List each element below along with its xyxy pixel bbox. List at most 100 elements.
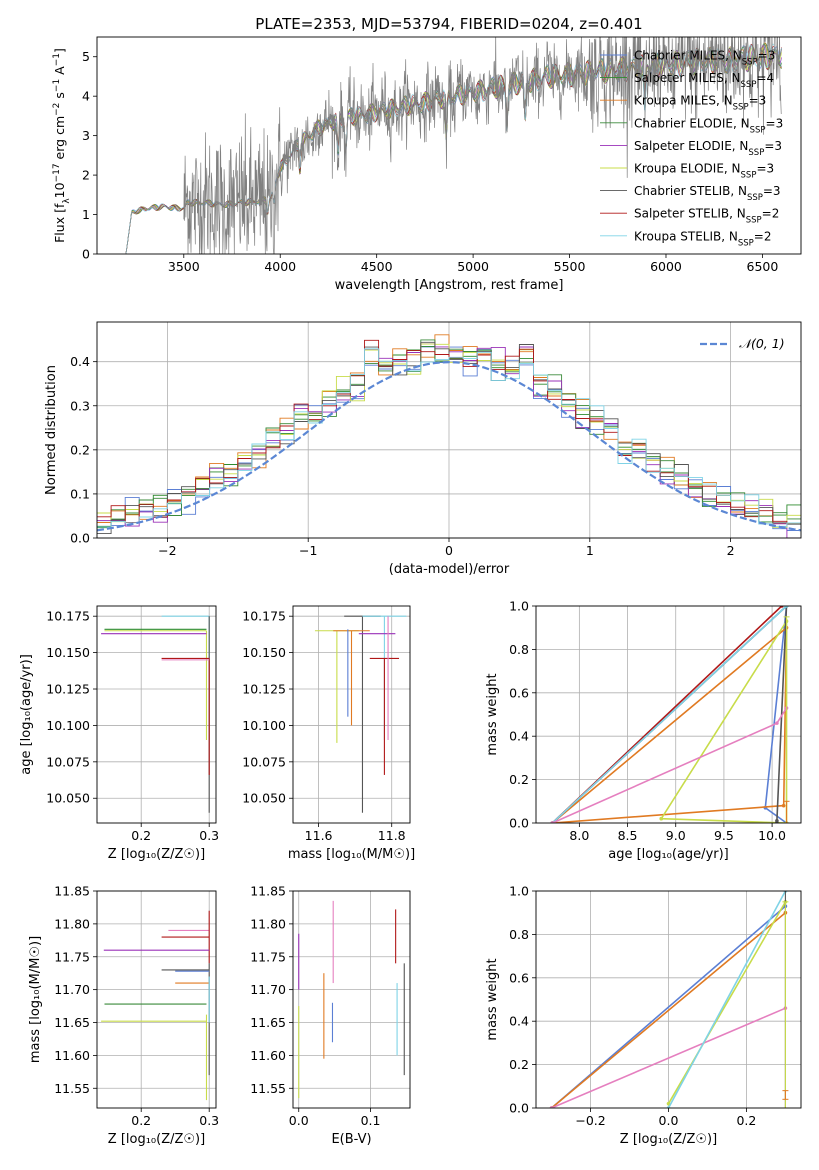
y-tick-label: 11.70 [250, 982, 286, 997]
x-tick-label: 6000 [650, 259, 682, 274]
y-tick-label: 0.2 [509, 772, 529, 787]
weight-point [666, 1101, 671, 1106]
y-tick-label: 0.6 [509, 685, 529, 700]
legend-name: Salpeter MILES, N [634, 71, 741, 85]
label-part: s [52, 92, 67, 103]
x-tick-label: 11.6 [305, 828, 333, 843]
x-axis-label: Z [log₁₀(Z/Z☉)] [108, 1132, 205, 1147]
x-tick-label: 0.2 [131, 828, 151, 843]
legend-name: Chabrier MILES, N [634, 49, 742, 63]
y-tick-label: 11.85 [250, 884, 286, 899]
plot-area [101, 910, 210, 1101]
plot-area [125, 37, 783, 254]
axes-age-vs-mass: 11.6 11.8 10.050 10.075 10.100 10.125 10.150 10… [242, 605, 415, 862]
axes-frame [96, 890, 217, 1109]
label-part: λ [62, 198, 72, 204]
x-tick-label: 4000 [264, 259, 296, 274]
weight-line [551, 625, 788, 823]
legend-name: Kroupa MILES, N [634, 94, 733, 108]
y-axis-label: Flux [fλ10−17 erg cm−2 s−1 A−1] [52, 48, 72, 243]
y-tick-label: 11.60 [250, 1048, 286, 1063]
y-tick-label: 11.80 [250, 916, 286, 931]
y-tick-label: 11.55 [54, 1081, 90, 1096]
y-tick-label: 11.70 [54, 982, 90, 997]
y-axis-label: mass weight [485, 958, 500, 1040]
x-tick-label: 3500 [168, 259, 200, 274]
x-tick-label: 8.5 [618, 828, 638, 843]
weight-line [667, 891, 787, 1108]
x-tick-label: 8.0 [569, 828, 589, 843]
x-axis-label: age [log₁₀(age/yr)] [608, 847, 729, 862]
legend-sub: SSP [746, 216, 762, 226]
label-part: ] [52, 48, 67, 53]
y-tick-label: 0.0 [509, 1101, 529, 1116]
plot-area [550, 606, 790, 823]
x-tick-label: 0.0 [289, 1113, 309, 1128]
legend-nssp: =3 [756, 162, 774, 176]
plot-area [97, 334, 801, 538]
legend-name: Kroupa STELIB, N [634, 229, 738, 243]
y-tick-label: 4 [82, 89, 90, 104]
x-tick-label: 0 [445, 543, 453, 558]
y-tick-label: 11.65 [250, 1015, 286, 1030]
y-tick-label: 0.2 [509, 1057, 529, 1072]
x-tick-label: −0.2 [575, 1113, 605, 1128]
legend-name: Salpeter STELIB, N [634, 207, 746, 221]
plot-area [101, 615, 210, 813]
y-tick-label: 1.0 [509, 884, 529, 899]
label-part: −1 [52, 79, 62, 92]
y-tick-label: 10.075 [46, 754, 90, 769]
x-axis-label: E(B-V) [331, 1132, 371, 1147]
legend-label: Chabrier MILES, NSSP=3 [634, 49, 775, 68]
x-tick-label: 9.5 [714, 828, 734, 843]
histogram-line [97, 334, 801, 525]
y-tick-label: 3 [82, 128, 90, 143]
y-tick-label: 11.60 [54, 1048, 90, 1063]
legend-sub: SSP [748, 148, 764, 158]
axes-age-vs-Z: 0.2 0.3 10.050 10.075 10.100 10.125 10.150 10.1… [19, 605, 219, 862]
legend-label: Kroupa STELIB, NSSP=2 [634, 229, 772, 248]
y-tick-label: 2 [82, 168, 90, 183]
legend-sub: SSP [747, 193, 763, 203]
y-tick-label: 0.6 [509, 970, 529, 985]
legend-sub: SSP [741, 171, 757, 181]
label-part: 10 [52, 182, 67, 198]
plot-area [314, 615, 407, 813]
plot-area [549, 891, 789, 1108]
label-part: A [52, 66, 67, 79]
legend-sub: SSP [742, 58, 758, 68]
y-tick-label: 11.80 [54, 916, 90, 931]
x-tick-label: 0.2 [736, 1113, 756, 1128]
x-tick-label: 10.0 [758, 828, 786, 843]
x-tick-label: 0.0 [659, 1113, 679, 1128]
y-tick-label: 11.65 [54, 1015, 90, 1030]
y-tick-label: 0.8 [509, 642, 529, 657]
axes-frame [292, 890, 411, 1109]
legend-name: Chabrier STELIB, N [634, 184, 747, 198]
axes-residuals: −2 −1 0 1 2 0.0 0.1 0.2 0.3 0.4 (data-model)/error… [44, 321, 802, 577]
y-tick-label: 0.4 [509, 729, 529, 744]
weight-point [781, 803, 786, 808]
legend-nssp: =3 [763, 184, 781, 198]
x-axis-label: (data-model)/error [389, 562, 510, 577]
weight-line [551, 606, 788, 823]
weight-line [551, 1007, 786, 1108]
legend-nssp: =3 [764, 139, 782, 153]
label-part: −2 [52, 103, 62, 116]
weight-point [659, 816, 664, 821]
plot-area [298, 900, 405, 1099]
x-tick-label: 5500 [554, 259, 586, 274]
label-part: Flux [f [52, 203, 67, 243]
x-tick-label: 0.2 [131, 1113, 151, 1128]
y-tick-label: 11.85 [54, 884, 90, 899]
weight-line [551, 905, 786, 1108]
axes-layer: 3500 4000 4500 5000 5500 6000 6500 0 1 2 3 4 5 wavele… [19, 36, 802, 1147]
weight-line [667, 901, 787, 1105]
histogram-line [97, 348, 801, 528]
axes-frame [292, 605, 411, 824]
y-tick-label: 10.175 [46, 609, 90, 624]
x-tick-label: 5000 [457, 259, 489, 274]
legend-label: Chabrier ELODIE, NSSP=3 [634, 116, 783, 135]
y-axis-label: Normed distribution [44, 365, 59, 495]
figure-title: PLATE=2353, MJD=53794, FIBERID=0204, z=0… [255, 15, 642, 33]
